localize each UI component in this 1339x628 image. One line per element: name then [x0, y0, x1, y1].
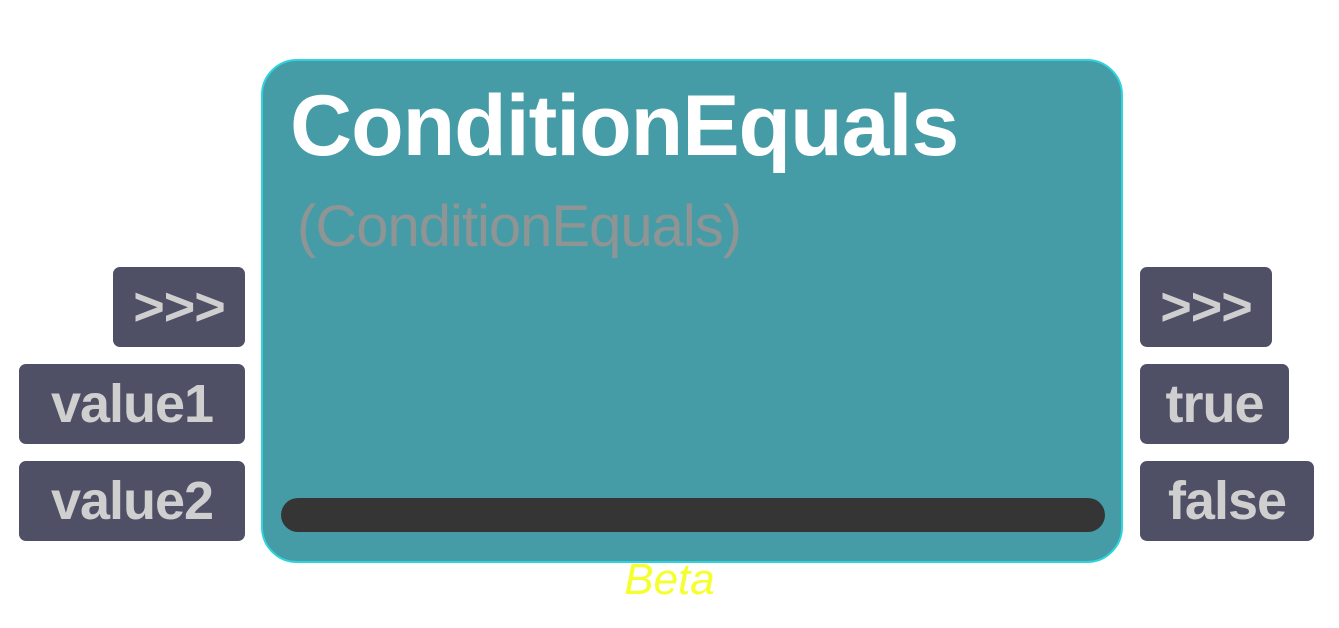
input-exec-port[interactable]: >>> [113, 267, 245, 347]
output-false-port[interactable]: false [1140, 461, 1314, 541]
condition-equals-node[interactable]: ConditionEquals (ConditionEquals) [261, 59, 1123, 563]
output-exec-port[interactable]: >>> [1140, 267, 1272, 347]
node-progress-bar [281, 498, 1105, 532]
input-value1-port[interactable]: value1 [19, 364, 245, 444]
input-value2-port[interactable]: value2 [19, 461, 245, 541]
node-subtitle: (ConditionEquals) [297, 194, 742, 259]
beta-label: Beta [624, 555, 715, 604]
output-true-port[interactable]: true [1140, 364, 1289, 444]
node-title: ConditionEquals [290, 78, 959, 174]
